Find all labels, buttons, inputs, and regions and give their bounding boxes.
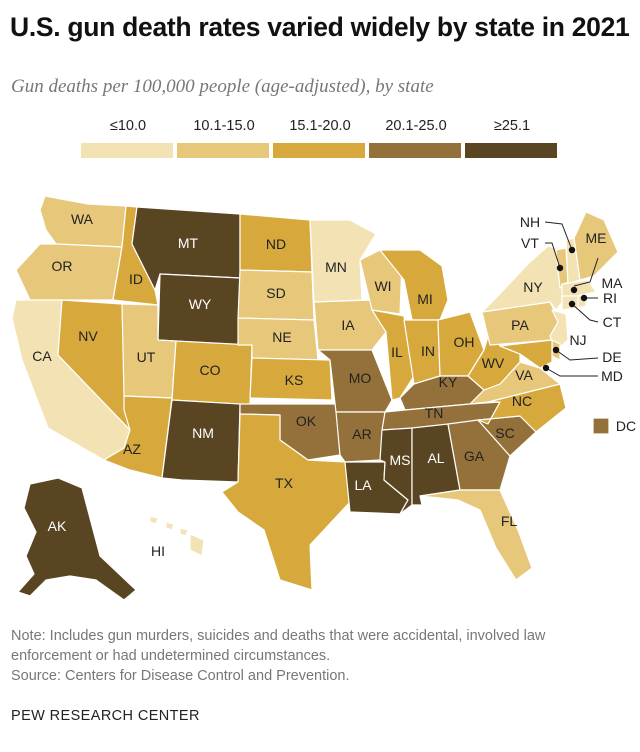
legend-label-2: 10.1-15.0 [193,118,255,134]
label-ar: AR [352,426,371,442]
label-ca: CA [32,348,52,364]
legend: ≤10.0 10.1-15.0 15.1-20.0 20.1-25.0 ≥25.… [81,118,561,160]
legend-item-3: 15.1-20.0 [273,118,367,160]
label-ia: IA [341,317,355,333]
label-tx: TX [275,475,294,491]
label-or: OR [52,258,73,274]
us-map: WA OR CA ID NV MT WY UT AZ CO NM ND SD N… [11,195,636,601]
label-il: IL [391,344,403,360]
label-ma: MA [602,275,624,291]
chart-title: U.S. gun death rates varied widely by st… [10,12,630,42]
label-mo: MO [349,370,372,386]
label-al: AL [427,450,444,466]
label-ut: UT [137,349,156,365]
state-hi [149,515,205,557]
label-nv: NV [78,328,98,344]
label-hi: HI [151,543,165,559]
label-in: IN [421,343,435,359]
chart-subtitle: Gun deaths per 100,000 people (age-adjus… [11,76,434,97]
legend-label-4: 20.1-25.0 [385,118,447,134]
organization-credit: PEW RESEARCH CENTER [11,708,200,724]
legend-label-1: ≤10.0 [109,118,147,134]
legend-label-5: ≥25.1 [493,118,531,134]
state-ma [561,279,597,297]
state-ga [447,419,511,491]
label-ri: RI [603,290,617,306]
label-nc: NC [512,393,532,409]
legend-item-1: ≤10.0 [81,118,175,160]
label-wi: WI [374,278,391,294]
label-ny: NY [523,279,543,295]
label-ne: NE [272,329,291,345]
label-co: CO [200,362,221,378]
legend-swatch-1 [81,143,173,158]
state-nc [477,383,567,433]
legend-swatch-5 [465,143,557,158]
label-ms: MS [390,452,411,468]
label-ky: KY [439,374,458,390]
state-tx [221,413,351,591]
label-la: LA [354,477,372,493]
label-mi: MI [417,291,433,307]
label-oh: OH [454,334,475,350]
label-ak: AK [48,518,67,534]
state-dc [592,417,610,435]
label-wv: WV [482,355,505,371]
state-ar [335,411,386,463]
legend-swatch-2 [177,143,269,158]
state-ia [313,299,387,351]
state-fl [419,489,533,581]
legend-swatch-3 [273,143,365,158]
label-vt: VT [521,235,539,251]
label-sd: SD [266,285,285,301]
state-ak [17,477,137,601]
label-nh: NH [520,214,540,230]
label-ks: KS [285,372,304,388]
state-wi [359,249,403,315]
label-az: AZ [123,441,141,457]
label-nd: ND [266,236,286,252]
legend-label-3: 15.1-20.0 [289,118,351,134]
leader-lines [544,221,599,377]
label-pa: PA [511,317,529,333]
label-nj: NJ [569,332,586,348]
label-ga: GA [464,448,485,464]
label-sc: SC [495,425,514,441]
legend-item-2: 10.1-15.0 [177,118,271,160]
label-nm: NM [192,425,214,441]
legend-swatch-4 [369,143,461,158]
label-mn: MN [325,259,347,275]
label-de: DE [602,349,621,365]
label-wy: WY [189,296,212,312]
state-ks [249,357,333,401]
state-nm [161,399,241,483]
label-ok: OK [296,413,317,429]
leader-dots [542,246,588,372]
label-md: MD [601,368,623,384]
source-line: Source: Centers for Disease Control and … [11,668,350,684]
label-fl: FL [501,513,518,529]
state-mi [379,249,449,321]
label-mt: MT [178,235,199,251]
label-tn: TN [425,405,444,421]
legend-item-4: 20.1-25.0 [369,118,463,160]
label-ct: CT [603,314,622,330]
state-me [573,211,619,281]
footnote: Note: Includes gun murders, suicides and… [11,628,546,664]
label-dc: DC [616,418,636,434]
legend-item-5: ≥25.1 [465,118,559,160]
label-id: ID [129,271,143,287]
label-me: ME [586,230,607,246]
label-va: VA [515,367,533,383]
label-wa: WA [71,211,94,227]
